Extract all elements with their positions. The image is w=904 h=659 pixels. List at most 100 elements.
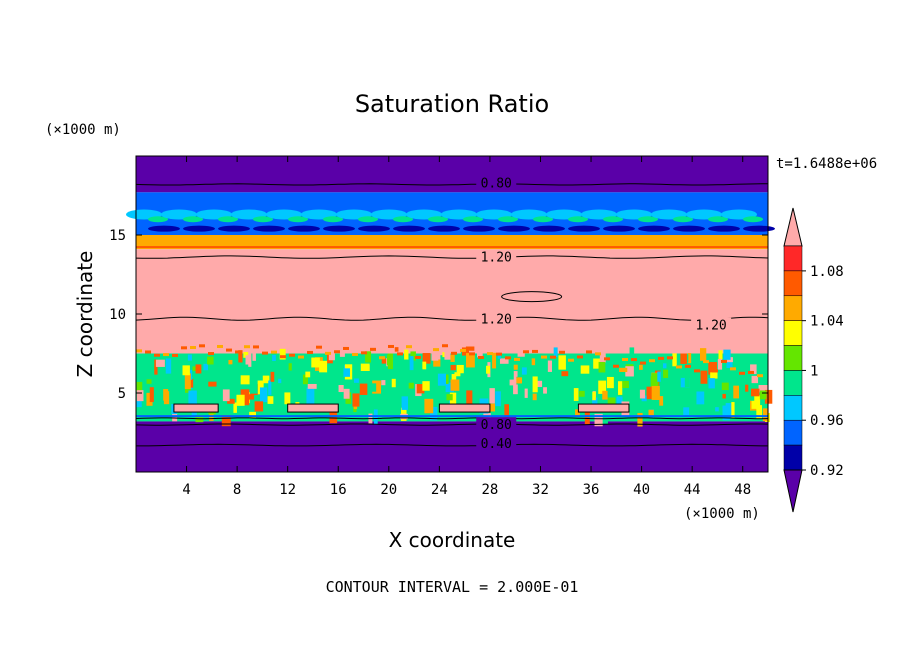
- field-patch: [723, 349, 731, 360]
- field-patch: [521, 367, 527, 375]
- field-patch: [496, 352, 502, 356]
- field-patch: [683, 407, 690, 416]
- field-patch: [235, 350, 241, 354]
- field-patch: [708, 216, 728, 223]
- field-patch: [218, 216, 238, 223]
- field-patch: [658, 356, 664, 360]
- contour-label: 1.20: [481, 251, 512, 266]
- contour-line: [135, 183, 768, 186]
- colorbar-segment: [783, 270, 803, 297]
- y-tick-label: 15: [109, 228, 126, 244]
- field-patch: [311, 357, 320, 368]
- field-patch: [667, 356, 673, 360]
- field-patch: [278, 378, 282, 384]
- field-patch: [651, 373, 660, 378]
- field-patch: [360, 363, 370, 371]
- field-patch: [190, 346, 196, 350]
- field-patch: [323, 225, 355, 232]
- field-patch: [288, 216, 308, 223]
- field-patch: [370, 383, 377, 392]
- field-patch: [694, 369, 700, 373]
- field-patch: [305, 371, 311, 378]
- x-tick-label: 20: [380, 482, 397, 498]
- field-patch: [410, 351, 416, 361]
- field-patch: [573, 388, 579, 401]
- field-patch: [319, 360, 328, 373]
- field-patch: [208, 381, 217, 387]
- contour-interval-footer: CONTOUR INTERVAL = 2.000E-01: [326, 578, 579, 596]
- field-patch: [589, 347, 596, 352]
- field-patch: [495, 391, 501, 407]
- field-patch: [586, 350, 592, 354]
- field-patch: [764, 389, 773, 404]
- field-patch: [524, 388, 528, 398]
- field-patch: [575, 409, 580, 416]
- field-patch: [238, 350, 243, 363]
- x-tick-label: 36: [583, 482, 600, 498]
- field-patch: [513, 364, 518, 370]
- field-patch: [217, 344, 223, 348]
- field-patch: [463, 225, 495, 232]
- field-patch: [662, 363, 667, 369]
- field-patch: [279, 348, 286, 360]
- field-patch: [450, 354, 455, 362]
- field-patch: [136, 390, 144, 402]
- field-patch: [316, 345, 322, 349]
- field-patch: [541, 355, 547, 359]
- field-patch: [515, 377, 523, 384]
- field-patch: [499, 358, 509, 364]
- field-patch: [599, 347, 606, 363]
- field-patch: [469, 352, 475, 356]
- contour-line: [135, 255, 769, 259]
- field-patch: [339, 345, 345, 357]
- field-patch: [352, 352, 358, 356]
- field-patch: [203, 363, 209, 371]
- field-patch: [136, 415, 768, 418]
- colorbar-label: 0.96: [810, 413, 844, 429]
- field-patch: [532, 349, 538, 353]
- field-patch: [192, 366, 199, 372]
- field-patch: [466, 390, 473, 404]
- field-patch: [433, 357, 441, 367]
- contour-label-bg: [476, 311, 517, 326]
- field-patch: [226, 348, 232, 352]
- field-patch: [307, 350, 313, 354]
- field-patch: [751, 394, 761, 409]
- contour-line: [135, 417, 769, 420]
- field-patch: [703, 360, 709, 364]
- field-patch: [756, 405, 763, 419]
- field-patch: [514, 357, 520, 361]
- field-patch: [428, 216, 448, 223]
- field-patch: [532, 376, 538, 393]
- x-tick-label: 48: [734, 482, 751, 498]
- field-patch: [700, 370, 708, 384]
- field-patch: [454, 372, 461, 377]
- field-patch: [523, 350, 529, 354]
- field-patch: [517, 348, 525, 357]
- field-patch: [619, 367, 628, 373]
- field-patch: [594, 413, 603, 427]
- field-patch: [307, 383, 317, 389]
- field-patch: [638, 225, 670, 232]
- field-patch: [437, 373, 446, 386]
- colorbar-segment: [783, 370, 803, 396]
- field-patch: [227, 398, 235, 404]
- field-patch: [708, 225, 740, 232]
- x-tick-label: 32: [532, 482, 549, 498]
- field-patch: [726, 361, 733, 368]
- field-patch: [268, 380, 272, 395]
- field-patch: [424, 398, 434, 414]
- field-patch: [136, 400, 142, 408]
- field-patch: [343, 346, 349, 350]
- field-patch: [182, 365, 190, 376]
- field-patch: [431, 346, 441, 360]
- field-patch: [244, 345, 250, 349]
- field-patch: [580, 365, 590, 374]
- field-patch: [649, 359, 655, 363]
- field-patch: [394, 347, 399, 352]
- field-patch: [284, 392, 291, 405]
- field-patch: [136, 241, 768, 245]
- field-patch: [460, 348, 466, 352]
- field-patch: [431, 353, 439, 361]
- y-tick-label: 5: [118, 386, 126, 402]
